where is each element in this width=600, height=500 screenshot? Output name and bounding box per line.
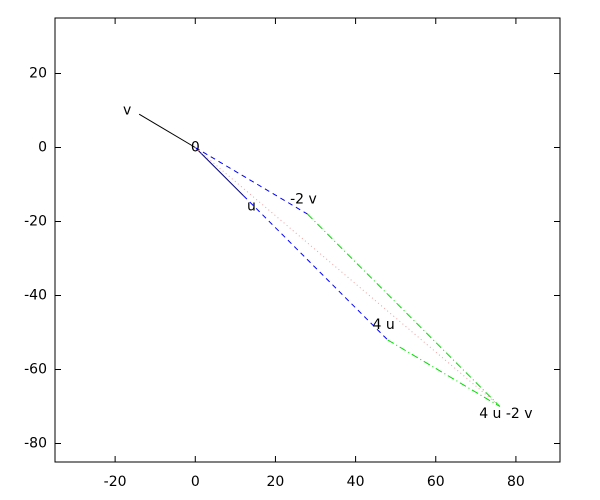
y-tick-label: 0 xyxy=(38,140,47,156)
y-tick-label: -20 xyxy=(24,214,47,230)
y-tick-label: -60 xyxy=(24,362,47,378)
point-label: v xyxy=(123,103,131,119)
x-tick-label: 80 xyxy=(507,474,525,490)
vector-segment xyxy=(194,147,501,407)
x-tick-label: -20 xyxy=(104,474,127,490)
vector-segment xyxy=(387,339,501,407)
x-tick-label: 40 xyxy=(347,474,365,490)
x-tick-label: 20 xyxy=(267,474,285,490)
vector-segment xyxy=(138,113,196,148)
x-tick-label: 60 xyxy=(427,474,445,490)
point-label: 4 u -2 v xyxy=(479,406,532,422)
point-label: 4 u xyxy=(373,317,395,333)
vector-segment xyxy=(195,147,308,215)
plot-frame xyxy=(54,17,561,463)
x-tick-label: 0 xyxy=(191,474,200,490)
vector-segment xyxy=(243,195,389,341)
point-label: 0 xyxy=(191,140,200,156)
y-tick-label: 20 xyxy=(29,66,47,82)
point-label: u xyxy=(247,199,256,215)
y-tick-label: -40 xyxy=(24,288,47,304)
vector-segment xyxy=(307,213,501,407)
y-tick-label: -80 xyxy=(24,436,47,452)
point-label: -2 v xyxy=(290,191,317,207)
vector-segment xyxy=(194,147,244,196)
